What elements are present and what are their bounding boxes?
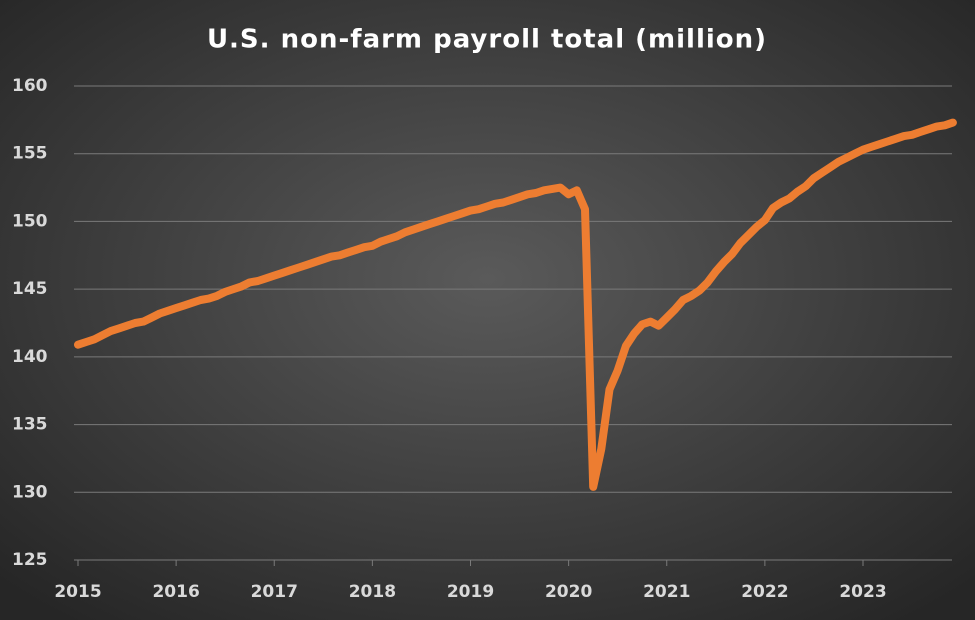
y-tick-label: 160 — [12, 76, 48, 96]
x-tick-label: 2021 — [643, 582, 690, 602]
y-tick-label: 145 — [12, 279, 48, 299]
x-tick-label: 2017 — [251, 582, 298, 602]
chart-title: U.S. non-farm payroll total (million) — [207, 25, 767, 55]
y-tick-label: 150 — [12, 211, 48, 231]
y-tick-label: 125 — [12, 550, 48, 570]
x-tick-label: 2023 — [839, 582, 886, 602]
x-tick-label: 2019 — [447, 582, 494, 602]
x-tick-label: 2022 — [741, 582, 788, 602]
x-tick-label: 2020 — [545, 582, 592, 602]
y-tick-label: 135 — [12, 415, 48, 435]
x-tick-label: 2015 — [54, 582, 101, 602]
x-tick-label: 2018 — [349, 582, 396, 602]
y-tick-label: 130 — [12, 482, 48, 502]
y-tick-label: 140 — [12, 347, 48, 367]
x-tick-label: 2016 — [152, 582, 199, 602]
y-tick-label: 155 — [12, 144, 48, 164]
data-line — [74, 118, 957, 491]
